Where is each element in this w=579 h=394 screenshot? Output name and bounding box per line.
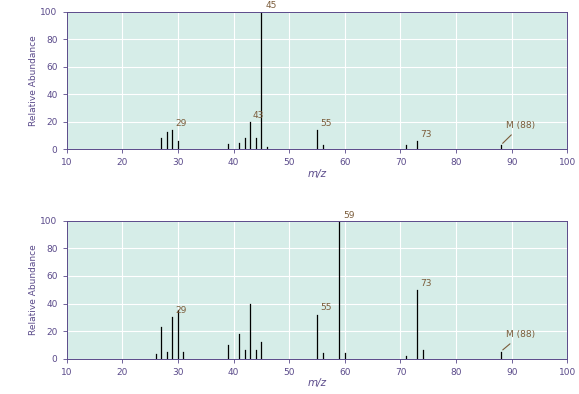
Text: 73: 73 [420,130,431,139]
Y-axis label: Relative Abundance: Relative Abundance [28,35,38,126]
Text: M (88): M (88) [503,330,536,350]
Text: 43: 43 [253,111,265,120]
Text: 73: 73 [420,279,431,288]
Text: 29: 29 [175,119,186,128]
Text: M (88): M (88) [503,121,536,143]
Text: 29: 29 [175,306,186,315]
Y-axis label: Relative Abundance: Relative Abundance [28,244,38,335]
X-axis label: m/z: m/z [307,378,327,388]
Text: 55: 55 [320,119,331,128]
Text: 45: 45 [266,2,277,11]
Text: 59: 59 [344,210,355,219]
X-axis label: m/z: m/z [307,169,327,179]
Text: 55: 55 [320,303,331,312]
